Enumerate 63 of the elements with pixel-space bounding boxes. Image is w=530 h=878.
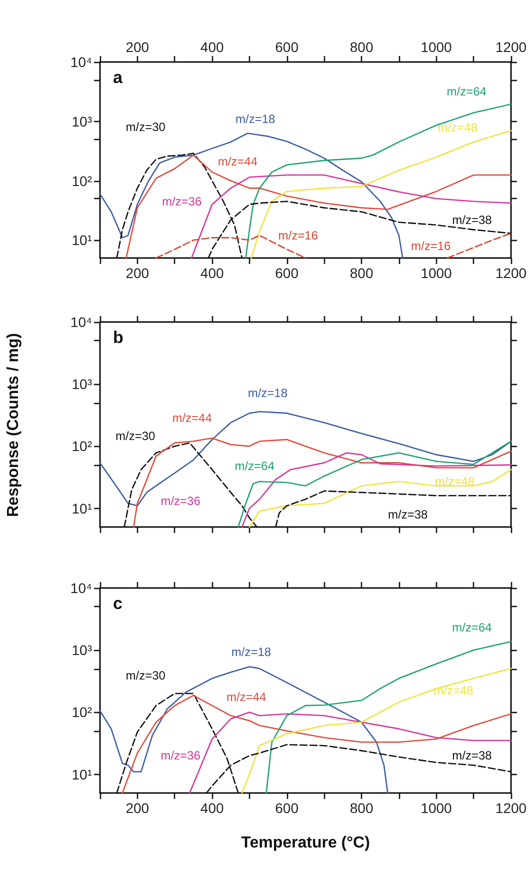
series-label: m/z=18 [231, 644, 272, 659]
series-label: m/z=64 [446, 84, 487, 98]
x-tick-label: 200 [126, 800, 150, 816]
series-label: m/z=64 [234, 459, 275, 474]
chart-title: c [113, 594, 122, 613]
x-tick-label: 1200 [495, 800, 527, 816]
series-label: m/z=64 [452, 620, 492, 635]
series-label: m/z=44 [172, 410, 212, 425]
series-label: m/z=38 [452, 748, 492, 763]
y-tick-label: 10² [72, 438, 92, 454]
y-tick-label: 10³ [72, 113, 92, 130]
series-label: m/z=16 [411, 238, 452, 253]
series-label: m/z=36 [162, 194, 202, 208]
x-tick-label: 200 [126, 265, 150, 281]
series-label: m/z=30 [126, 120, 166, 134]
x2-tick-label: 800 [350, 39, 374, 55]
series-label: m/z=36 [160, 748, 201, 763]
x-tick-label: 400 [200, 265, 224, 281]
series-label: m/z=30 [116, 429, 156, 444]
line-series [248, 468, 512, 528]
x2-tick-label: 1200 [495, 39, 527, 55]
x-tick-label: 800 [350, 800, 374, 816]
series-label: m/z=48 [434, 684, 474, 698]
series-label: m/z=38 [388, 507, 428, 522]
x-tick-label: 600 [275, 265, 299, 281]
y-tick-label: 10² [72, 704, 92, 720]
y-tick-label: 10¹ [72, 232, 92, 248]
series-label: m/z=38 [452, 212, 492, 227]
y-tick-label: 10¹ [72, 766, 92, 782]
series-label: m/z=18 [236, 112, 276, 126]
y-axis-title: Response (Counts / mg) [5, 332, 23, 517]
x2-tick-label: 1000 [420, 39, 452, 55]
x-tick-label: 600 [275, 800, 299, 816]
series-label: m/z=44 [226, 690, 266, 704]
y-tick-label: 10⁴ [70, 54, 92, 70]
x-tick-label: 400 [200, 800, 224, 816]
x-tick-label: 800 [350, 265, 374, 281]
series-label: m/z=16 [278, 228, 318, 242]
series-label: m/z=48 [438, 120, 478, 135]
x2-tick-label: 600 [275, 39, 299, 55]
y-tick-label: 10² [72, 172, 92, 189]
series-label: m/z=48 [434, 474, 475, 488]
x-tick-label: 1000 [420, 265, 452, 281]
text: m/z=36 [160, 494, 201, 508]
y-tick-label: 10³ [72, 376, 92, 392]
y-tick-label: 10³ [72, 642, 92, 658]
x2-tick-label: 200 [126, 39, 150, 55]
x2-tick-label: 400 [200, 39, 224, 55]
line-series [99, 666, 388, 794]
y-tick-label: 10¹ [72, 500, 92, 516]
x-tick-label: 1000 [420, 800, 452, 816]
y-tick-label: 10⁴ [70, 314, 92, 330]
series-label: m/z=30 [126, 668, 166, 683]
line-series [99, 132, 404, 259]
line-series [126, 154, 512, 259]
x-tick-label: 1200 [495, 265, 527, 281]
line-series [99, 411, 512, 506]
series-label: m/z=18 [248, 386, 288, 400]
series-label: m/z=44 [218, 154, 258, 169]
chart-title: a [113, 68, 123, 87]
y-tick-label: 10⁴ [70, 580, 92, 596]
x-axis-title: Temperature (°C) [241, 834, 370, 852]
chart-title: b [113, 328, 124, 347]
